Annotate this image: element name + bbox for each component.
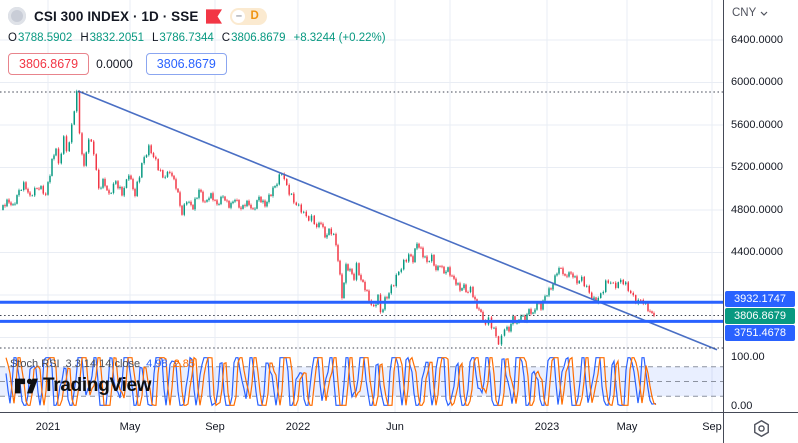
currency-dropdown[interactable]: CNY [732, 7, 768, 19]
price-tag: 3751.4678 [725, 324, 795, 341]
time-axis-label: 2022 [285, 421, 311, 433]
buy-price-button[interactable]: 3806.8679 [145, 53, 227, 75]
stoch-axis-tick: 0.00 [731, 399, 753, 412]
close-value: 3806.8679 [231, 32, 286, 44]
sell-price-button[interactable]: 3806.8679 [8, 53, 90, 75]
time-axis-label: Sep [702, 421, 722, 433]
time-axis-label: May [119, 421, 141, 433]
price-axis-tick: 4800.0000 [731, 203, 783, 216]
open-value: 3788.5902 [17, 32, 73, 44]
low-label: L [152, 32, 159, 44]
high-value: 3832.2051 [89, 32, 145, 44]
time-axis-label: Jun [386, 421, 404, 433]
tradingview-logo-text: TradingView [43, 375, 152, 396]
indicator-name: Stoch RSI [10, 358, 60, 370]
stoch-axis-tick: 100.00 [731, 350, 765, 363]
price-tag: 3932.1747 [725, 290, 795, 307]
price-axis-tick: 5200.0000 [731, 161, 783, 173]
tradingview-logo[interactable]: TradingView [14, 375, 152, 397]
interval-toggle[interactable]: – D [230, 7, 267, 25]
settings-gear-icon[interactable] [752, 419, 771, 438]
price-axis-tick: 4400.0000 [731, 246, 783, 258]
price-axis[interactable]: CNY 6400.0000 6000.0000 5600.0000 5200.0000… [723, 0, 798, 412]
stoch-d-value: 2.85 [173, 358, 195, 370]
open-label: O [8, 32, 17, 44]
interval-label: D [250, 10, 259, 22]
change-value: +8.3244 (+0.22%) [293, 32, 386, 44]
minus-icon: – [232, 9, 246, 23]
flag-icon-shape [206, 8, 223, 24]
indicator-legend[interactable]: Stoch RSI 3 3 14 14 close 4.98 2.85 [10, 358, 195, 370]
high-label: H [80, 32, 89, 44]
price-axis-tick: 6000.0000 [731, 76, 783, 88]
axis-corner [723, 412, 798, 443]
price-axis-tick: 6400.0000 [731, 33, 783, 46]
currency-label: CNY [732, 7, 757, 19]
close-label: C [221, 32, 231, 44]
time-axis-label: May [616, 421, 638, 433]
chart-pane[interactable]: CSI 300 INDEX · 1D · SSE – D O 3788.5902… [0, 0, 723, 412]
flag-icon[interactable] [206, 8, 223, 24]
price-tag: 3806.8679 [725, 307, 795, 324]
time-axis[interactable]: 2021 May Sep 2022 Jun 2023 May Sep [0, 412, 723, 443]
chart-canvas[interactable] [0, 0, 723, 412]
bid-ask-row: 3806.8679 0.0000 3806.8679 [8, 53, 386, 75]
stoch-k-value: 4.98 [146, 358, 168, 370]
low-value: 3786.7344 [159, 32, 214, 44]
spread-value: 0.0000 [96, 57, 133, 71]
gear-icon-shape [753, 419, 769, 437]
time-axis-label: 2023 [534, 421, 560, 433]
ohlc-readout: O 3788.5902 H 3832.2051 L 3786.7344 C 38… [8, 31, 386, 45]
indicator-params: 3 3 14 14 close [65, 358, 141, 370]
chevron-down-icon [760, 11, 768, 16]
price-axis-tick: 5600.0000 [731, 118, 783, 131]
symbol-title[interactable]: CSI 300 INDEX · 1D · SSE [34, 8, 199, 24]
tradingview-logo-icon [15, 378, 38, 394]
symbol-logo [8, 7, 26, 25]
chart-legend: CSI 300 INDEX · 1D · SSE – D O 3788.5902… [8, 5, 386, 75]
time-axis-label: 2021 [35, 421, 61, 433]
time-axis-label: Sep [205, 421, 225, 433]
